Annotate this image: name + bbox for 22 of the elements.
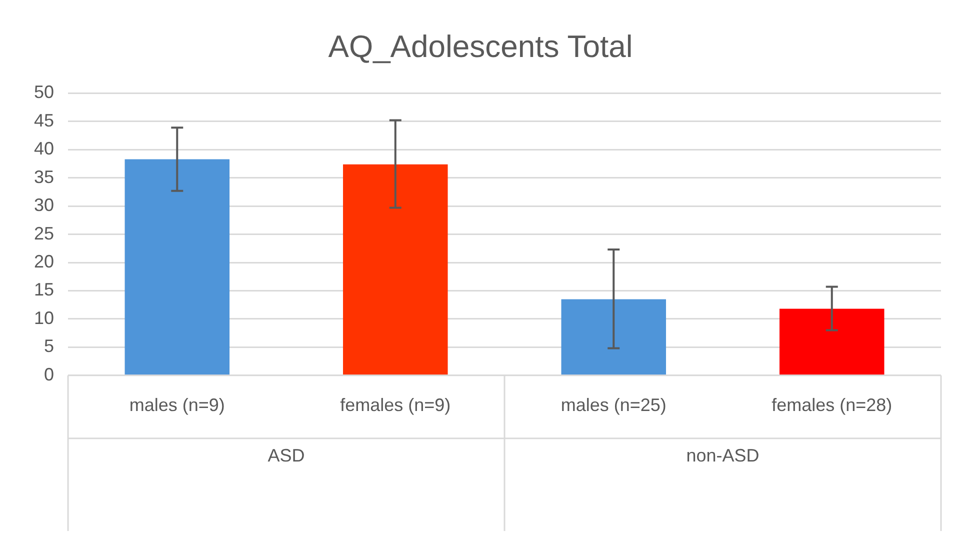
x-tick-label: males (n=25) — [560, 395, 666, 416]
y-tick-label: 10 — [34, 308, 54, 328]
text: ASD — [268, 445, 305, 466]
y-tick-label: 5 — [44, 336, 54, 356]
y-tick-label: 0 — [44, 364, 54, 384]
bar — [343, 164, 448, 375]
bar — [780, 308, 884, 375]
y-tick-label: 15 — [34, 280, 54, 300]
text: non-ASD — [686, 445, 760, 466]
x-tick-label: females (n=28) — [772, 395, 892, 416]
bar — [561, 299, 666, 375]
y-tick-label: 45 — [34, 110, 54, 130]
bar — [124, 159, 230, 375]
y-tick-label: 50 — [34, 82, 54, 102]
x-tick-label: females (n=9) — [340, 395, 451, 416]
y-tick-label: 30 — [34, 195, 54, 216]
x-tick-label: males (n=9) — [129, 395, 225, 416]
y-tick-label: 40 — [34, 138, 54, 159]
y-tick-label: 35 — [34, 166, 54, 187]
chart-title: AQ_Adolescents Total — [328, 29, 633, 64]
y-tick-label: 20 — [34, 251, 54, 272]
y-tick-label: 25 — [34, 223, 54, 244]
